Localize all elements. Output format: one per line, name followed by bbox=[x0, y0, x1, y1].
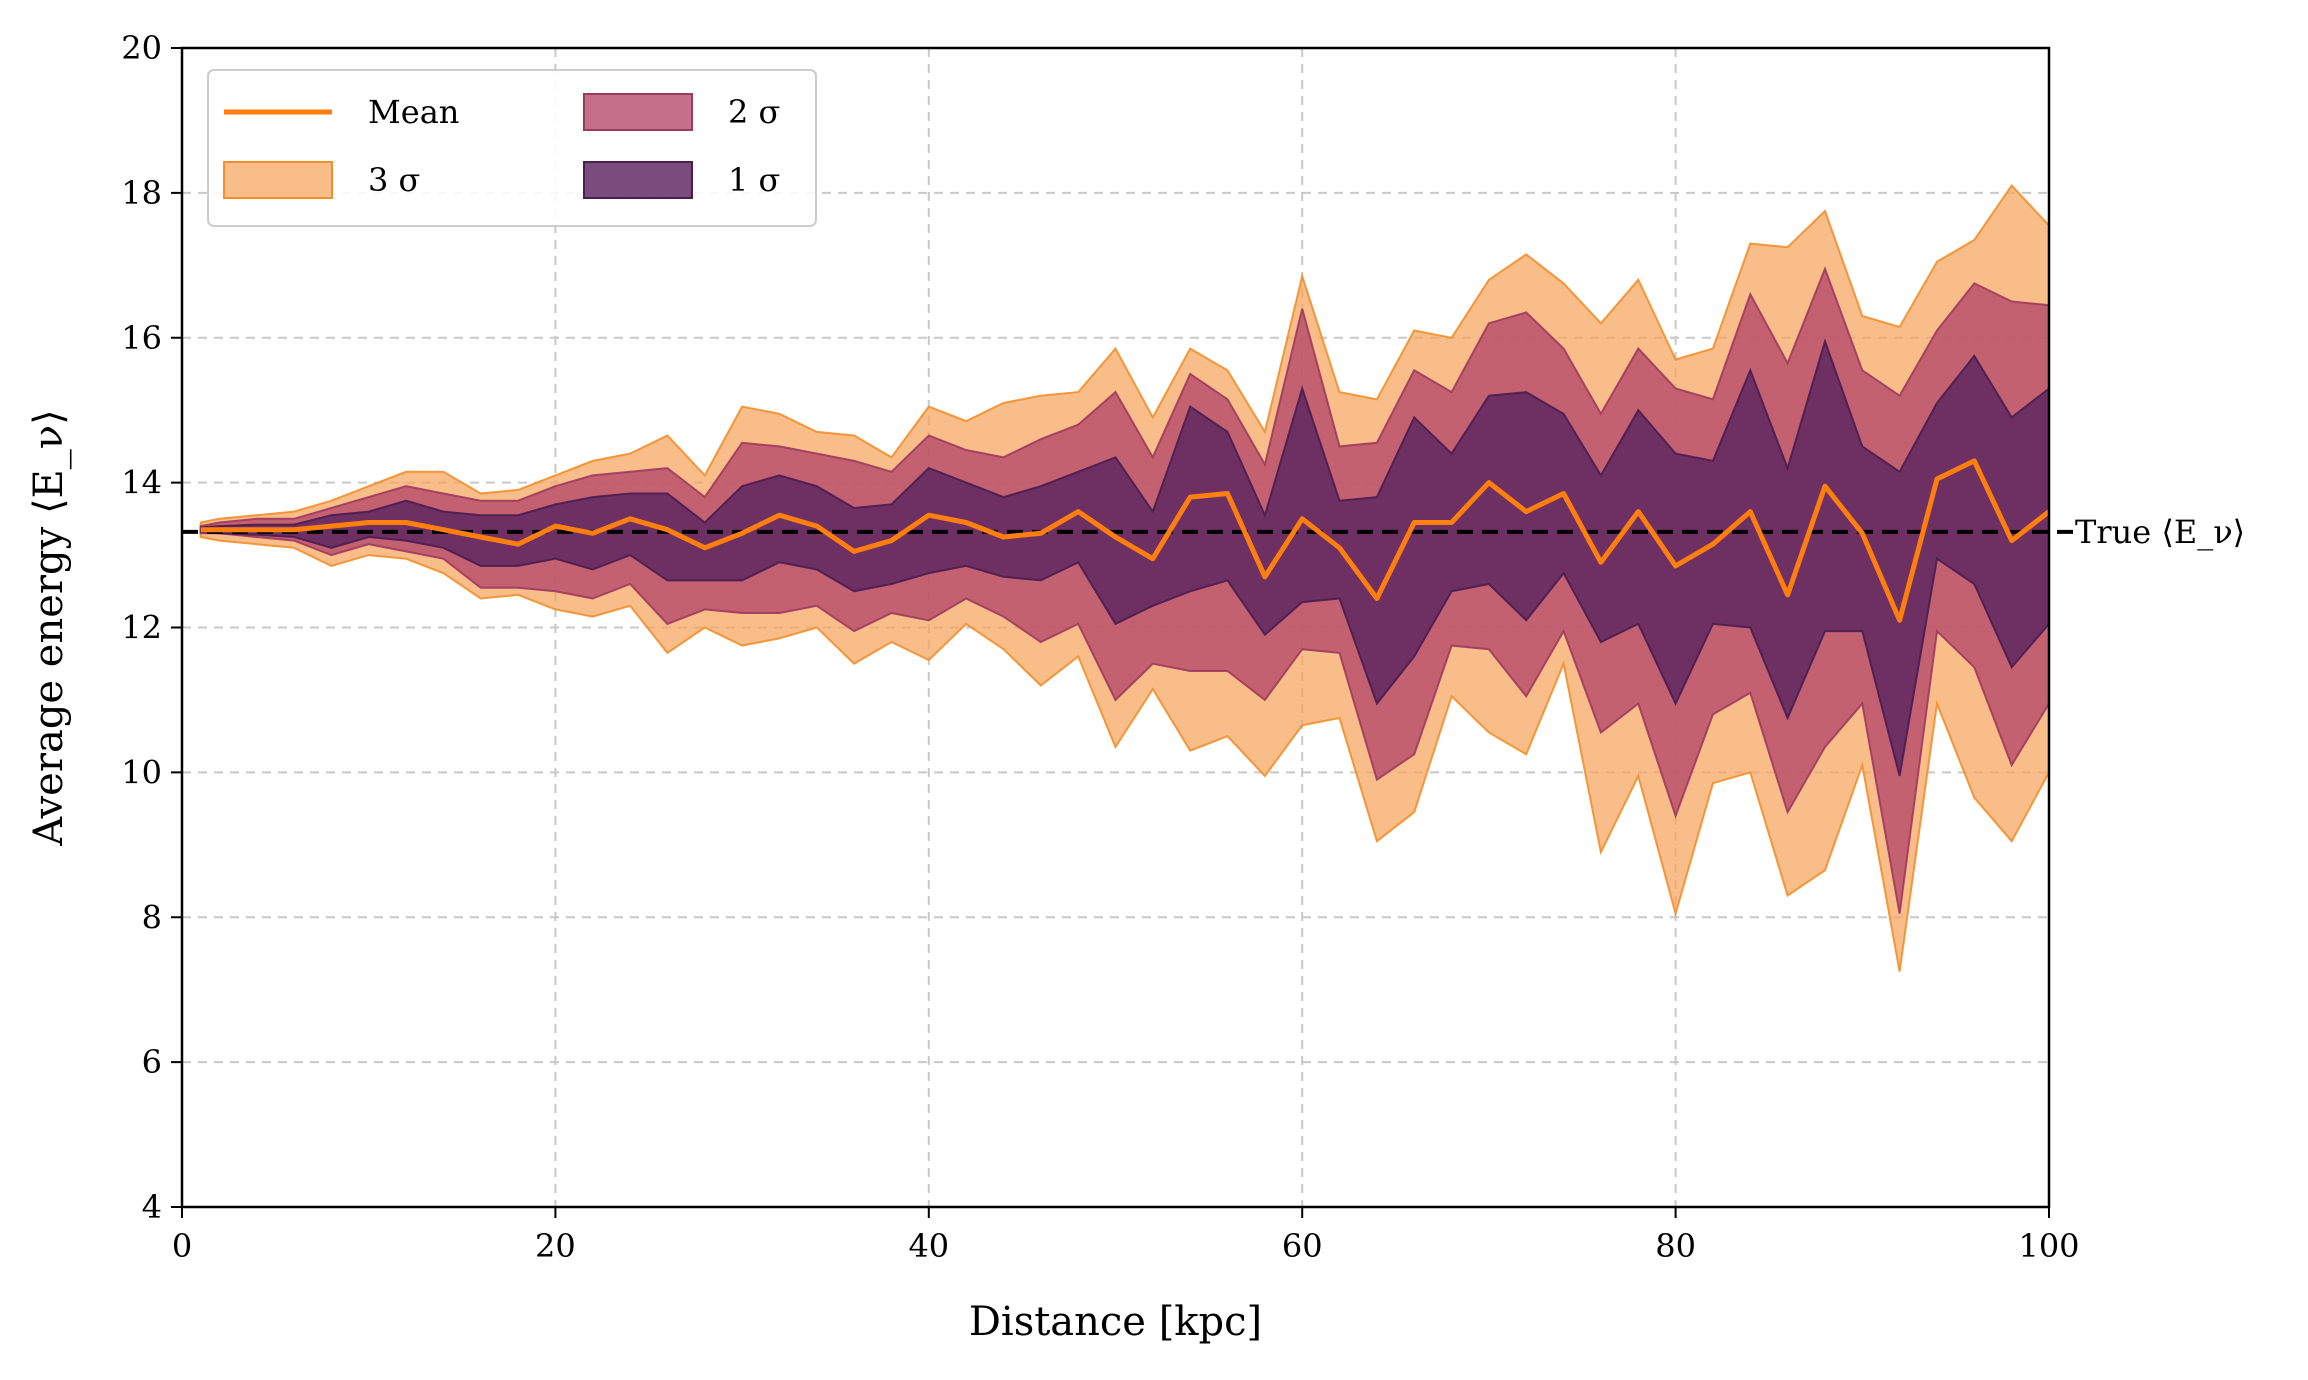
sigma-bands bbox=[199, 184, 2050, 972]
reference-line-label: True ⟨E_ν⟩ bbox=[2075, 513, 2245, 551]
y-tick-label: 10 bbox=[121, 753, 162, 791]
legend-swatch bbox=[583, 93, 693, 131]
mean-line bbox=[200, 458, 2051, 623]
y-tick-label: 14 bbox=[121, 464, 162, 502]
x-tick-label: 60 bbox=[1282, 1227, 1323, 1265]
x-tick-label: 20 bbox=[535, 1227, 576, 1265]
y-tick-label: 12 bbox=[121, 609, 162, 647]
legend-label: 2 σ bbox=[728, 93, 780, 131]
data-lines bbox=[182, 458, 2079, 623]
x-tick-label: 40 bbox=[908, 1227, 949, 1265]
y-tick-label: 4 bbox=[142, 1188, 162, 1226]
legend-label: 3 σ bbox=[368, 161, 420, 199]
x-tick-label: 0 bbox=[172, 1227, 192, 1265]
y-tick-label: 6 bbox=[142, 1043, 162, 1081]
legend-swatch bbox=[583, 161, 693, 199]
y-tick-label: 16 bbox=[121, 319, 162, 357]
legend-box bbox=[207, 69, 817, 227]
axis-ticks: 0 20 40 60 80 100 4 6 8 10 12 14 16 18 20 bbox=[121, 29, 2079, 1265]
x-axis-title: Distance [kpc] bbox=[969, 1299, 1262, 1345]
legend: Mean 3 σ 2 σ 1 σ bbox=[207, 69, 817, 227]
y-tick-label: 8 bbox=[142, 898, 162, 936]
y-tick-label: 20 bbox=[121, 29, 162, 67]
legend-label: Mean bbox=[368, 93, 459, 131]
legend-label: 1 σ bbox=[728, 161, 780, 199]
x-tick-label: 80 bbox=[1655, 1227, 1696, 1265]
legend-swatch bbox=[223, 161, 333, 199]
x-tick-label: 100 bbox=[2018, 1227, 2079, 1265]
y-tick-label: 18 bbox=[121, 174, 162, 212]
y-axis-title: Average energy ⟨E_ν⟩ bbox=[26, 409, 72, 846]
